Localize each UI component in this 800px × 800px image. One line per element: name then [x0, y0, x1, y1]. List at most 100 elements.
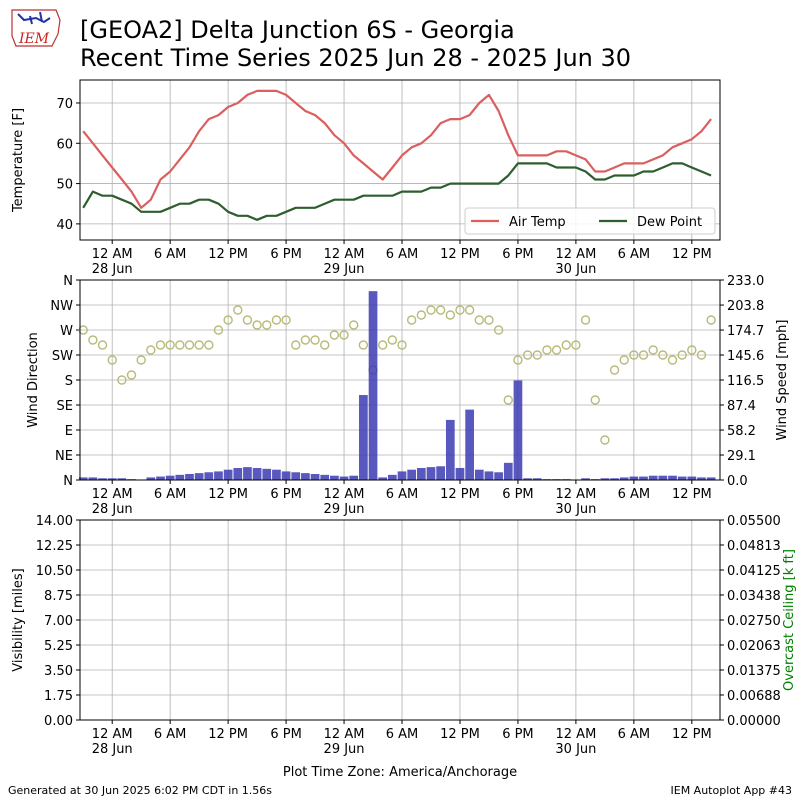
x-tick-label: 6 PM [270, 487, 301, 502]
point [435, 305, 446, 315]
x-tick-label: 12 AM 28 Jun [92, 727, 133, 757]
y-tick-label: 70 [56, 97, 73, 112]
x-axis-label: Plot Time Zone: America/Anchorage [283, 765, 517, 780]
point [493, 325, 504, 335]
y-tick-label: NE [55, 449, 73, 464]
bar [98, 478, 107, 480]
point [464, 305, 475, 315]
y-tick-label: E [65, 424, 73, 439]
bar [281, 471, 291, 480]
bar [330, 475, 339, 480]
y-tick-label: 1.75 [44, 689, 73, 704]
x-tick-label: 12 PM [440, 487, 480, 502]
y2-tick-label: 233.0 [727, 274, 764, 289]
point [532, 350, 542, 360]
x-tick-label: 6 PM [502, 487, 533, 502]
y2-tick-label: 0.01375 [727, 664, 781, 679]
bar [301, 473, 310, 480]
x-tick-label: 12 PM [440, 247, 480, 262]
bar [629, 476, 639, 480]
point [184, 340, 195, 350]
y-axis-label: Wind Direction [26, 332, 41, 428]
point [88, 335, 98, 345]
y2-tick-label: 203.8 [727, 299, 764, 314]
bar [388, 474, 397, 480]
point [474, 315, 484, 325]
point [175, 340, 185, 350]
bar [156, 476, 165, 480]
y2-tick-label: 145.6 [727, 349, 764, 364]
point [349, 320, 359, 330]
y-tick-label: 7.00 [44, 614, 73, 629]
logo-sketch [17, 11, 51, 25]
point [329, 330, 340, 340]
footer-left: Generated at 30 Jun 2025 6:02 PM CDT in … [8, 784, 272, 797]
point [580, 315, 591, 325]
bar [359, 395, 368, 480]
bar [677, 476, 687, 480]
bar [648, 475, 658, 480]
point [204, 340, 214, 350]
y-tick-label: 0.00 [44, 714, 73, 729]
bar [117, 478, 127, 480]
bar [407, 469, 417, 480]
point [706, 315, 716, 325]
point [648, 345, 658, 355]
y-tick-label: S [65, 374, 73, 389]
bar [378, 477, 388, 480]
point [609, 365, 620, 375]
bar [513, 380, 523, 480]
point [213, 325, 224, 335]
y2-tick-label: 0.02063 [727, 639, 781, 654]
y-tick-label: 40 [56, 218, 73, 233]
point [445, 310, 456, 320]
bar [107, 478, 117, 480]
y-tick-label: 14.00 [36, 514, 73, 529]
point [571, 340, 581, 350]
x-tick-label: 12 AM 28 Jun [92, 487, 133, 517]
bar [658, 475, 668, 480]
y2-tick-label: 0.00688 [727, 689, 781, 704]
x-tick-label: 6 PM [270, 727, 301, 742]
bar [668, 475, 677, 480]
point [638, 350, 649, 360]
bar [165, 475, 175, 480]
x-tick-label: 12 PM [208, 487, 248, 502]
bar [223, 469, 233, 480]
y-tick-label: N [63, 274, 73, 289]
bar [272, 469, 281, 480]
point [300, 335, 311, 345]
point [291, 340, 301, 350]
y-axis-label: Temperature [F] [11, 108, 26, 213]
x-tick-label: 6 AM [386, 727, 419, 742]
y-axis-label: Visibility [miles] [11, 568, 26, 671]
y2-tick-label: 87.4 [727, 399, 756, 414]
x-tick-label: 12 PM [440, 727, 480, 742]
footer-right: IEM Autoplot App #43 [671, 784, 793, 797]
bar [436, 466, 446, 480]
bar [233, 467, 243, 480]
point [561, 340, 571, 350]
y-tick-label: 3.50 [44, 664, 73, 679]
y-tick-label: SW [52, 349, 73, 364]
title: [GEOA2] Delta Junction 6S - Georgia [80, 16, 515, 44]
x-tick-label: 6 AM [386, 247, 419, 262]
y-tick-label: NW [50, 299, 73, 314]
bar [262, 468, 272, 480]
x-tick-label: 12 PM [672, 487, 712, 502]
x-tick-label: 6 PM [502, 727, 533, 742]
point [667, 355, 678, 365]
point [117, 375, 127, 385]
bar [465, 409, 474, 480]
point [542, 345, 552, 355]
bar [706, 477, 716, 480]
bar [619, 477, 629, 480]
bar [416, 467, 426, 480]
point [146, 345, 156, 355]
plot-frame [79, 279, 721, 481]
point [320, 340, 330, 350]
line [82, 89, 712, 209]
y-tick-label: 8.75 [44, 589, 73, 604]
line [82, 162, 712, 221]
bar [194, 473, 204, 480]
